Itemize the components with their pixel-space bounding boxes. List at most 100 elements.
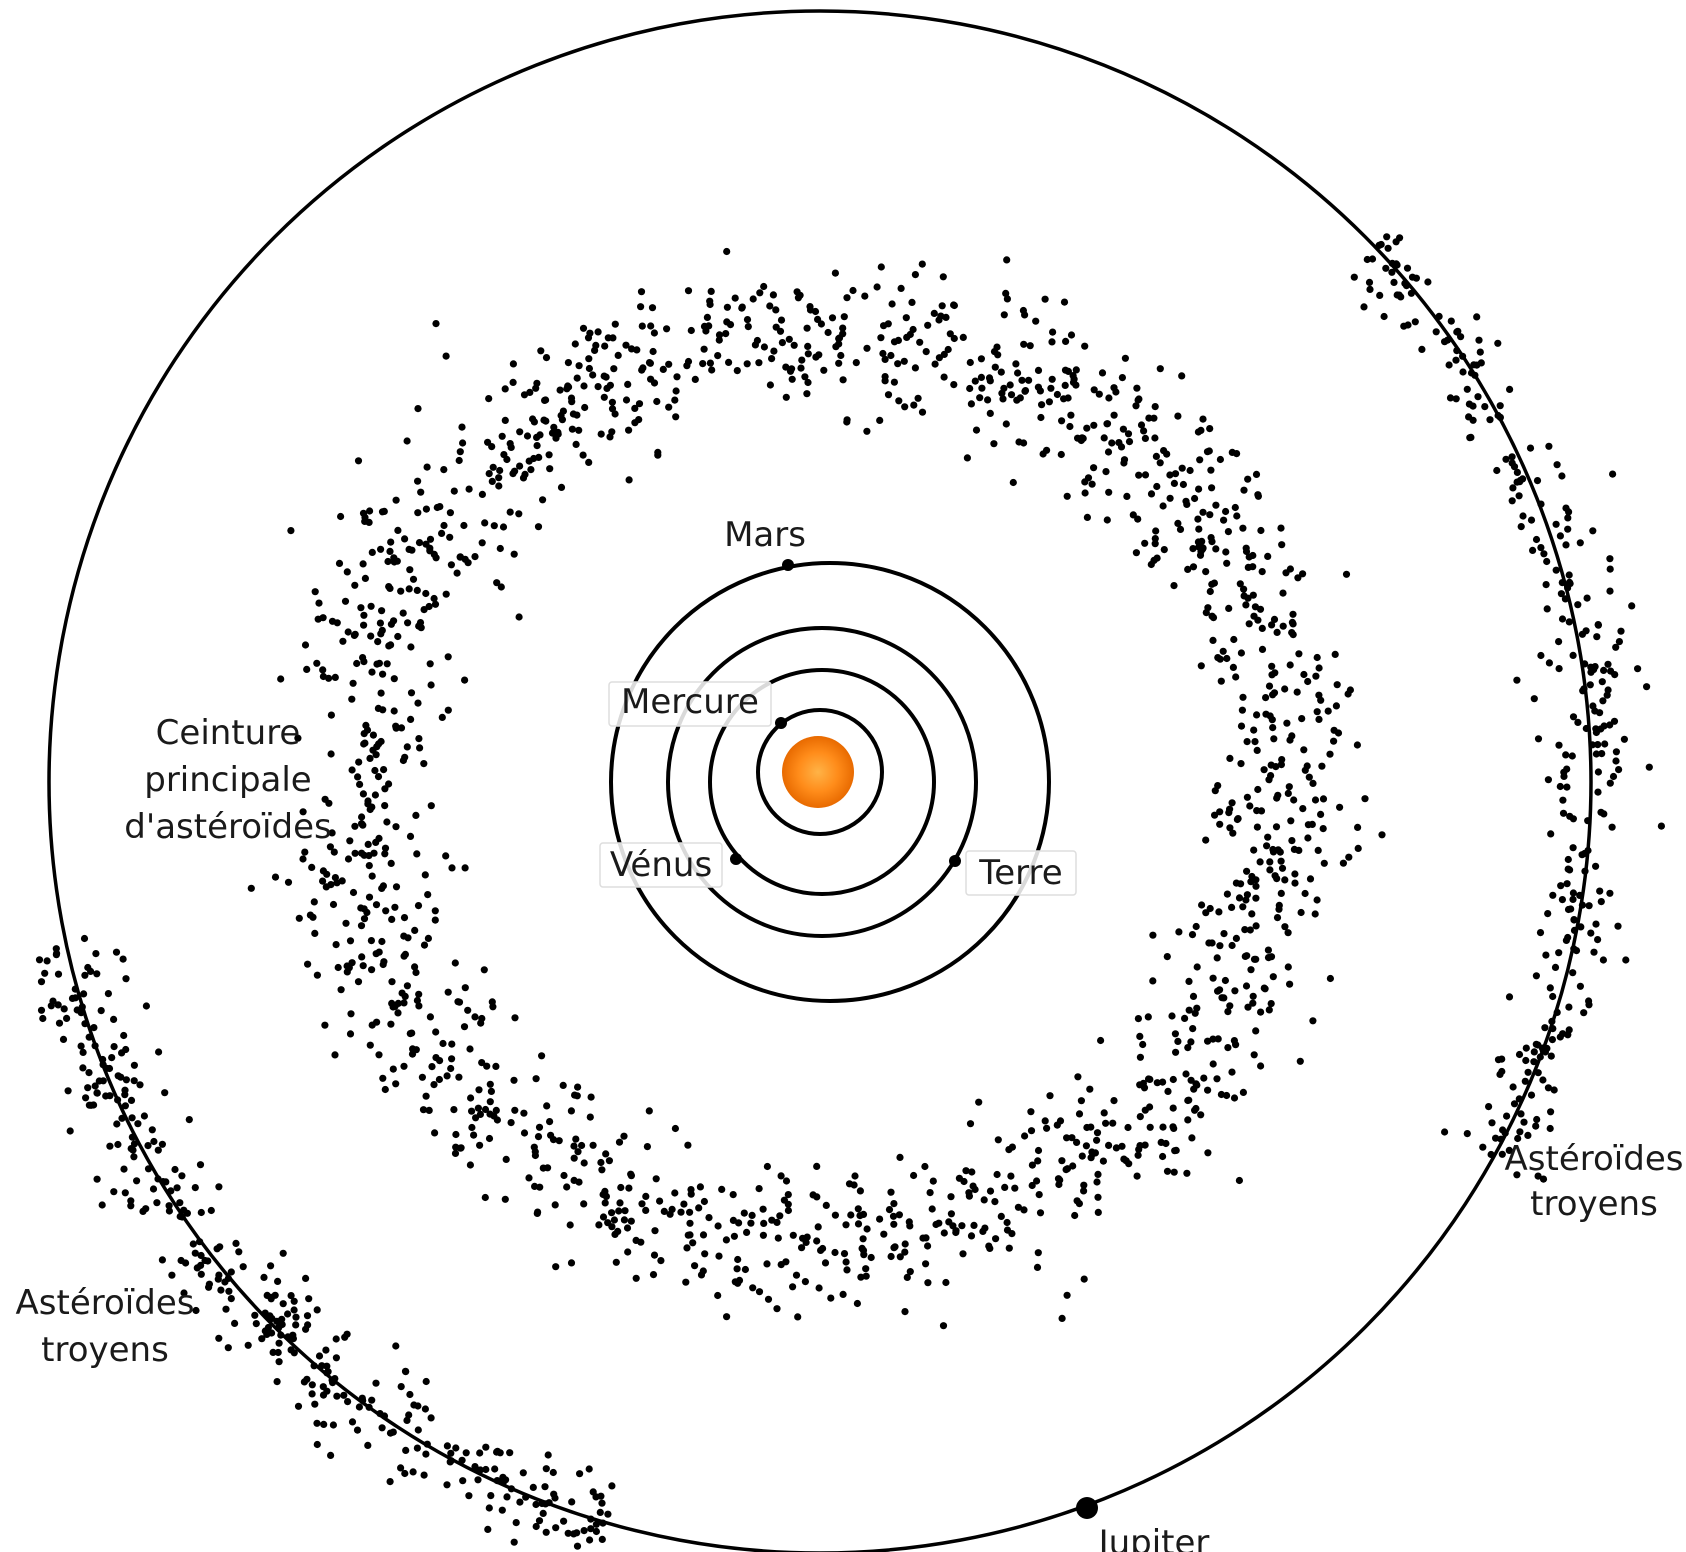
asteroid-dot — [1569, 815, 1577, 823]
asteroid-dot — [1243, 793, 1251, 801]
asteroid-dot — [877, 334, 885, 342]
asteroid-dot — [411, 926, 419, 935]
asteroid-dot — [1179, 480, 1187, 489]
asteroid-dot — [760, 1219, 768, 1227]
asteroid-dot — [1112, 1144, 1120, 1152]
asteroid-dot — [1239, 524, 1247, 532]
asteroid-dot — [1214, 987, 1222, 995]
asteroid-dot — [671, 1124, 680, 1133]
asteroid-dot — [539, 1509, 547, 1517]
asteroid-dot — [110, 1015, 118, 1024]
asteroid-dot — [326, 843, 334, 851]
asteroid-dot — [348, 1418, 357, 1426]
asteroid-dot — [178, 1172, 186, 1180]
asteroid-dot — [417, 624, 425, 632]
asteroid-dot — [422, 505, 430, 513]
asteroid-dot — [1273, 628, 1281, 637]
asteroid-dot — [1268, 621, 1276, 629]
asteroid-dot — [1559, 796, 1567, 804]
asteroid-dot — [484, 1525, 492, 1533]
asteroid-dot — [784, 1191, 792, 1199]
asteroid-dot — [659, 365, 667, 373]
asteroid-dot — [392, 823, 400, 831]
asteroid-dot — [1048, 338, 1056, 346]
asteroid-dot — [1599, 697, 1607, 705]
asteroid-dot — [149, 1185, 158, 1193]
asteroid-dot — [222, 1305, 230, 1313]
asteroid-dot — [462, 1449, 470, 1457]
asteroid-dot — [1211, 811, 1219, 819]
asteroid-dot — [1244, 563, 1252, 572]
asteroid-dot — [1000, 384, 1008, 392]
asteroid-dot — [1520, 1118, 1528, 1126]
asteroid-dot — [840, 313, 848, 321]
asteroid-dot — [579, 451, 587, 459]
asteroid-dot — [364, 840, 372, 849]
asteroid-dot — [1038, 401, 1046, 409]
asteroid-dot — [387, 859, 395, 868]
asteroid-dot — [85, 1069, 93, 1077]
asteroid-dot — [551, 1201, 559, 1209]
asteroid-dot — [439, 1039, 447, 1048]
asteroid-dot — [647, 322, 655, 330]
asteroid-dot — [1562, 936, 1570, 945]
asteroid-dot — [1208, 580, 1216, 588]
asteroid-dot — [343, 568, 351, 576]
asteroid-dot — [884, 320, 892, 328]
asteroid-dot — [402, 1446, 410, 1454]
asteroid-dot — [392, 1342, 400, 1350]
asteroid-dot — [1258, 645, 1267, 654]
asteroid-dot — [551, 1494, 559, 1502]
asteroid-dot — [1262, 710, 1270, 718]
asteroid-dot — [1003, 256, 1011, 264]
asteroid-dot — [383, 818, 391, 826]
asteroid-dot — [1213, 954, 1221, 962]
asteroid-dot — [1063, 1291, 1071, 1299]
asteroid-dot — [715, 336, 723, 344]
asteroid-dot — [1183, 1169, 1191, 1177]
asteroid-dot — [755, 359, 763, 367]
asteroid-dot — [1261, 985, 1269, 993]
asteroid-dot — [1530, 1058, 1538, 1066]
asteroid-dot — [950, 301, 958, 309]
asteroid-dot — [580, 382, 588, 390]
asteroid-dot — [459, 439, 467, 447]
asteroid-dot — [1027, 1127, 1036, 1135]
asteroid-dot — [597, 1158, 605, 1167]
asteroid-dot — [624, 380, 632, 388]
asteroid-dot — [1411, 318, 1419, 326]
asteroid-dot — [1063, 492, 1071, 500]
asteroid-dot — [1242, 547, 1251, 556]
asteroid-dot — [854, 1220, 863, 1228]
sun — [782, 736, 854, 808]
asteroid-dot — [417, 488, 425, 496]
asteroid-dot — [842, 1258, 850, 1266]
asteroid-dot — [944, 345, 952, 354]
asteroid-dot — [1589, 702, 1597, 710]
asteroid-dot — [1235, 1176, 1243, 1185]
asteroid-dot — [958, 1222, 966, 1230]
asteroid-dot — [1021, 387, 1030, 395]
asteroid-dot — [1220, 930, 1228, 938]
asteroid-dot — [79, 1064, 87, 1072]
asteroid-dot — [290, 1297, 298, 1305]
asteroid-dot — [1061, 366, 1070, 374]
asteroid-dot — [531, 1148, 539, 1156]
asteroid-dot — [451, 1149, 460, 1157]
asteroid-dot — [185, 1116, 193, 1124]
asteroid-dot — [1596, 709, 1604, 717]
asteroid-dot — [1517, 523, 1525, 531]
asteroid-dot — [292, 1321, 300, 1329]
asteroid-dot — [1267, 953, 1276, 961]
asteroid-dot — [1214, 1035, 1222, 1043]
asteroid-dot — [344, 1398, 352, 1406]
asteroid-dot — [645, 1107, 653, 1115]
asteroid-dot — [1418, 345, 1426, 353]
asteroid-dot — [837, 351, 845, 360]
asteroid-dot — [411, 963, 419, 971]
asteroid-dot — [1286, 661, 1294, 669]
asteroid-dot — [890, 378, 899, 386]
asteroid-dot — [1317, 810, 1325, 819]
asteroid-dot — [244, 1341, 252, 1349]
asteroid-dot — [1287, 817, 1295, 825]
